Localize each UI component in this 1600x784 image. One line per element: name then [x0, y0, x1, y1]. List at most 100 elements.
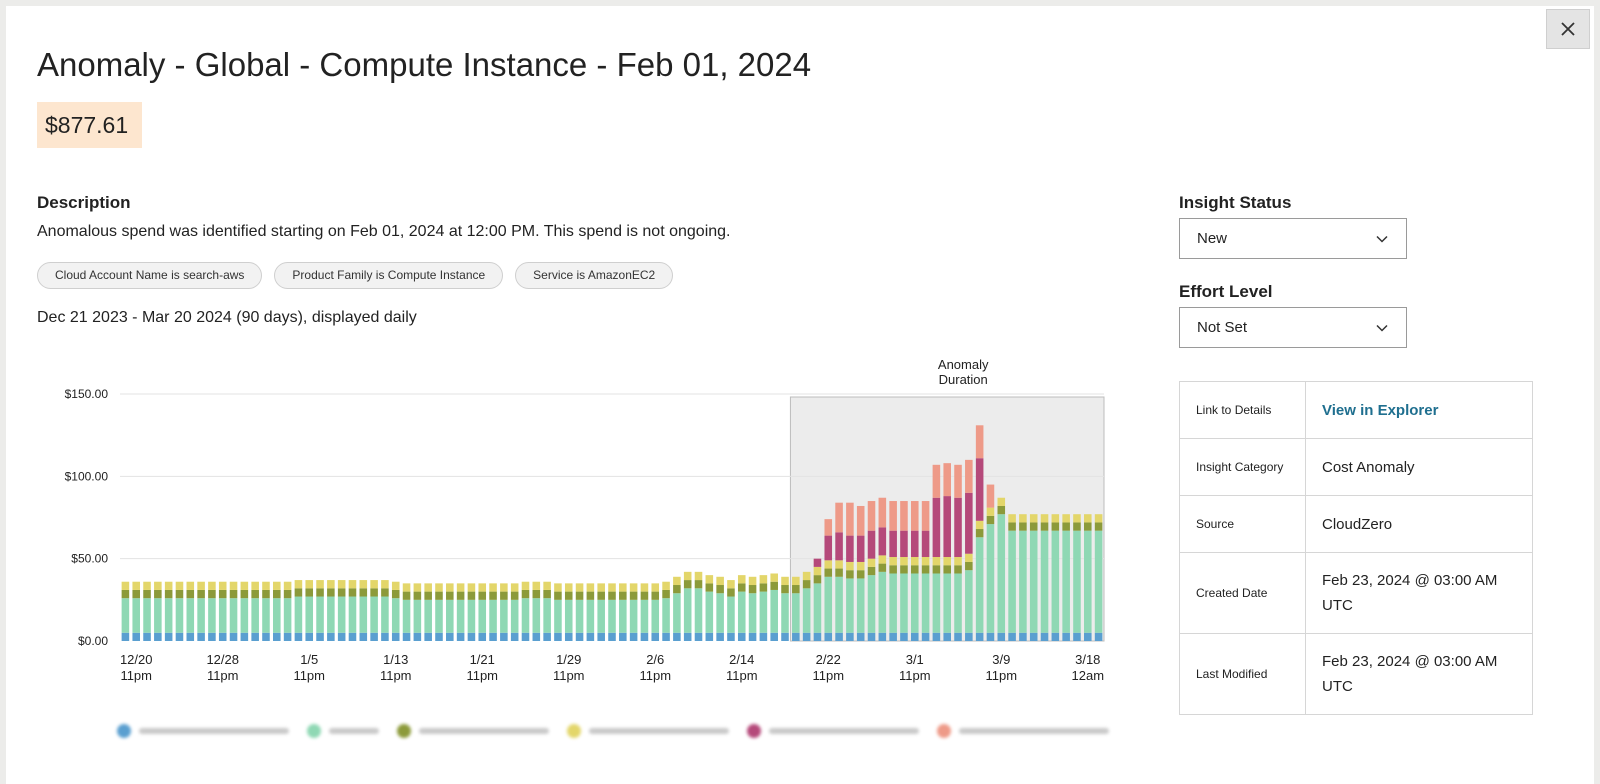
bar-segment — [586, 591, 595, 600]
bar-segment — [943, 632, 951, 641]
details-key: Created Date — [1179, 552, 1306, 634]
bar-segment — [921, 501, 930, 531]
bar-segment — [478, 632, 487, 641]
legend-label-redacted — [589, 728, 729, 734]
bar-segment — [154, 598, 162, 633]
x-tick-label: 1/29 — [556, 652, 581, 667]
close-button[interactable] — [1546, 9, 1590, 49]
bar-segment — [889, 565, 897, 574]
bar-segment — [218, 598, 227, 633]
bar-segment — [478, 591, 487, 600]
bar-segment — [294, 580, 303, 589]
bar-segment — [932, 557, 941, 566]
bar-segment — [878, 497, 887, 528]
date-range-text: Dec 21 2023 - Mar 20 2024 (90 days), dis… — [37, 309, 417, 326]
bar-segment — [554, 599, 562, 633]
bar-segment — [305, 580, 314, 589]
bar-segment — [435, 599, 443, 633]
x-tick-label: 3/9 — [992, 652, 1010, 667]
bar-segment — [619, 583, 627, 592]
x-tick-label: 11pm — [553, 668, 585, 683]
bar-segment — [716, 576, 724, 586]
bar-segment — [1073, 514, 1081, 523]
bar-segment — [975, 529, 984, 538]
bar-segment — [824, 632, 833, 641]
bar-segment — [262, 632, 270, 641]
x-tick-label: 11pm — [985, 668, 1017, 683]
bar-segment — [748, 593, 757, 633]
bar-segment — [391, 632, 400, 641]
legend-swatch — [567, 724, 581, 738]
details-row-source: Source CloudZero — [1179, 495, 1533, 553]
bar-segment — [1094, 522, 1103, 531]
bar-segment — [575, 583, 584, 592]
bar-segment — [337, 632, 346, 641]
bar-segment — [824, 576, 833, 633]
bar-segment — [1083, 530, 1092, 633]
bar-segment — [175, 632, 184, 641]
bar-segment — [456, 591, 465, 600]
bar-segment — [640, 591, 649, 600]
bar-segment — [229, 598, 238, 633]
bar-segment — [943, 557, 951, 566]
legend-item — [937, 724, 1109, 738]
bar-segment — [348, 580, 357, 589]
bar-segment — [240, 598, 249, 633]
bar-segment — [900, 565, 908, 574]
bar-segment — [889, 573, 897, 633]
insight-status-label: Insight Status — [1179, 193, 1292, 212]
bar-segment — [262, 589, 270, 599]
bar-segment — [705, 583, 714, 592]
bar-segment — [835, 560, 843, 569]
bar-segment — [1040, 530, 1049, 633]
bar-segment — [954, 464, 962, 498]
bar-segment — [662, 581, 670, 590]
bar-segment — [759, 575, 768, 584]
insight-status-select[interactable]: New — [1179, 218, 1407, 259]
bar-segment — [1019, 530, 1027, 633]
filter-chip-service[interactable]: Service is AmazonEC2 — [515, 262, 674, 289]
legend-item — [397, 724, 549, 738]
bar-segment — [727, 596, 735, 633]
bar-segment — [932, 632, 941, 641]
x-tick-label: 11pm — [639, 668, 671, 683]
bar-segment — [619, 591, 627, 600]
bar-segment — [900, 501, 908, 531]
bar-segment — [500, 591, 508, 600]
filter-chip-cloud-account[interactable]: Cloud Account Name is search-aws — [37, 262, 263, 289]
bar-segment — [1040, 632, 1049, 641]
bar-segment — [1073, 522, 1081, 531]
anomaly-duration-label: Anomaly — [938, 357, 989, 372]
bar-segment — [727, 580, 735, 589]
filter-chip-product-family[interactable]: Product Family is Compute Instance — [274, 262, 504, 289]
y-tick-label: $100.00 — [65, 469, 109, 483]
bar-segment — [716, 632, 724, 641]
bar-segment — [813, 558, 822, 567]
bar-segment — [792, 632, 800, 641]
bar-segment — [1008, 530, 1016, 633]
bar-segment — [781, 593, 789, 633]
bar-segment — [986, 632, 995, 641]
bar-segment — [359, 588, 368, 597]
bar-segment — [856, 578, 865, 633]
bar-segment — [824, 535, 833, 561]
details-key: Source — [1179, 495, 1306, 553]
bar-segment — [835, 632, 843, 641]
bar-segment — [910, 565, 919, 574]
bar-segment — [965, 492, 973, 554]
bar-segment — [381, 580, 389, 589]
bar-segment — [900, 632, 908, 641]
bar-segment — [251, 589, 259, 599]
bar-segment — [121, 589, 130, 599]
bar-segment — [910, 530, 919, 558]
description-text: Anomalous spend was identified starting … — [37, 223, 731, 240]
bar-segment — [943, 463, 951, 497]
bar-segment — [867, 575, 876, 633]
bar-segment — [867, 530, 876, 559]
bar-segment — [694, 571, 703, 581]
bar-segment — [759, 583, 768, 592]
bar-segment — [608, 632, 616, 641]
view-in-explorer-link[interactable]: View in Explorer — [1322, 401, 1439, 419]
effort-level-select[interactable]: Not Set — [1179, 307, 1407, 348]
